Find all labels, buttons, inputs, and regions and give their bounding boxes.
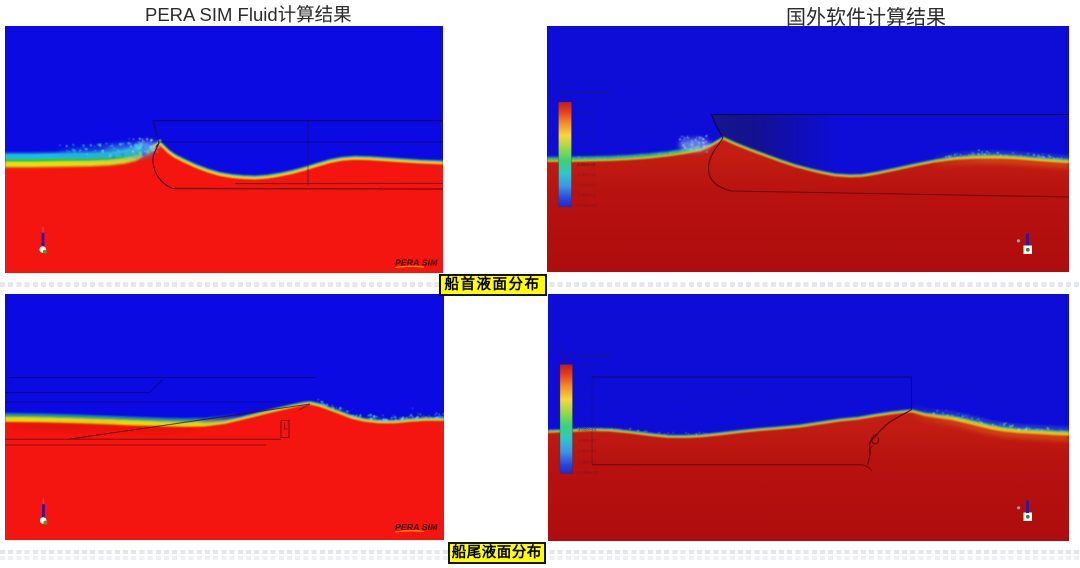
svg-text:6.000e-01: 6.000e-01: [578, 406, 598, 411]
svg-text:Contours of Volume fraction: Contours of Volume fraction: [557, 353, 612, 358]
svg-text:3.000e-01: 3.000e-01: [578, 438, 598, 443]
svg-text:1.000e-01: 1.000e-01: [578, 459, 598, 464]
svg-text:0.000e+00: 0.000e+00: [578, 470, 599, 475]
svg-text:0.000e+00: 0.000e+00: [577, 203, 598, 208]
svg-text:1.000e+00: 1.000e+00: [577, 100, 598, 105]
svg-text:6.000e-01: 6.000e-01: [577, 141, 597, 146]
svg-text:5.000e-01: 5.000e-01: [578, 417, 598, 422]
svg-text:5.000e-01: 5.000e-01: [577, 152, 597, 157]
svg-text:4.000e-01: 4.000e-01: [578, 427, 598, 432]
svg-text:2.000e-01: 2.000e-01: [578, 449, 598, 454]
svg-text:Contours of Volume fraction: Contours of Volume fraction: [555, 90, 610, 95]
svg-text:7.000e-01: 7.000e-01: [578, 395, 598, 400]
svg-text:2.000e-01: 2.000e-01: [577, 182, 597, 187]
svg-text:e03: e03: [557, 346, 565, 351]
svg-text:e03: e03: [555, 83, 563, 88]
svg-text:1.000e+00: 1.000e+00: [578, 363, 599, 368]
svg-text:PERA SIM: PERA SIM: [395, 258, 438, 268]
svg-text:9.000e-01: 9.000e-01: [577, 110, 597, 115]
svg-text:8.000e-01: 8.000e-01: [577, 121, 597, 126]
svg-text:3.000e-01: 3.000e-01: [577, 172, 597, 177]
svg-text:7.000e-01: 7.000e-01: [577, 131, 597, 136]
svg-text:8.000e-01: 8.000e-01: [578, 384, 598, 389]
svg-text:1.000e-01: 1.000e-01: [577, 193, 597, 198]
svg-text:9.000e-01: 9.000e-01: [578, 374, 598, 379]
svg-text:4.000e-01: 4.000e-01: [577, 162, 597, 167]
svg-text:PERA SIM: PERA SIM: [395, 522, 438, 532]
